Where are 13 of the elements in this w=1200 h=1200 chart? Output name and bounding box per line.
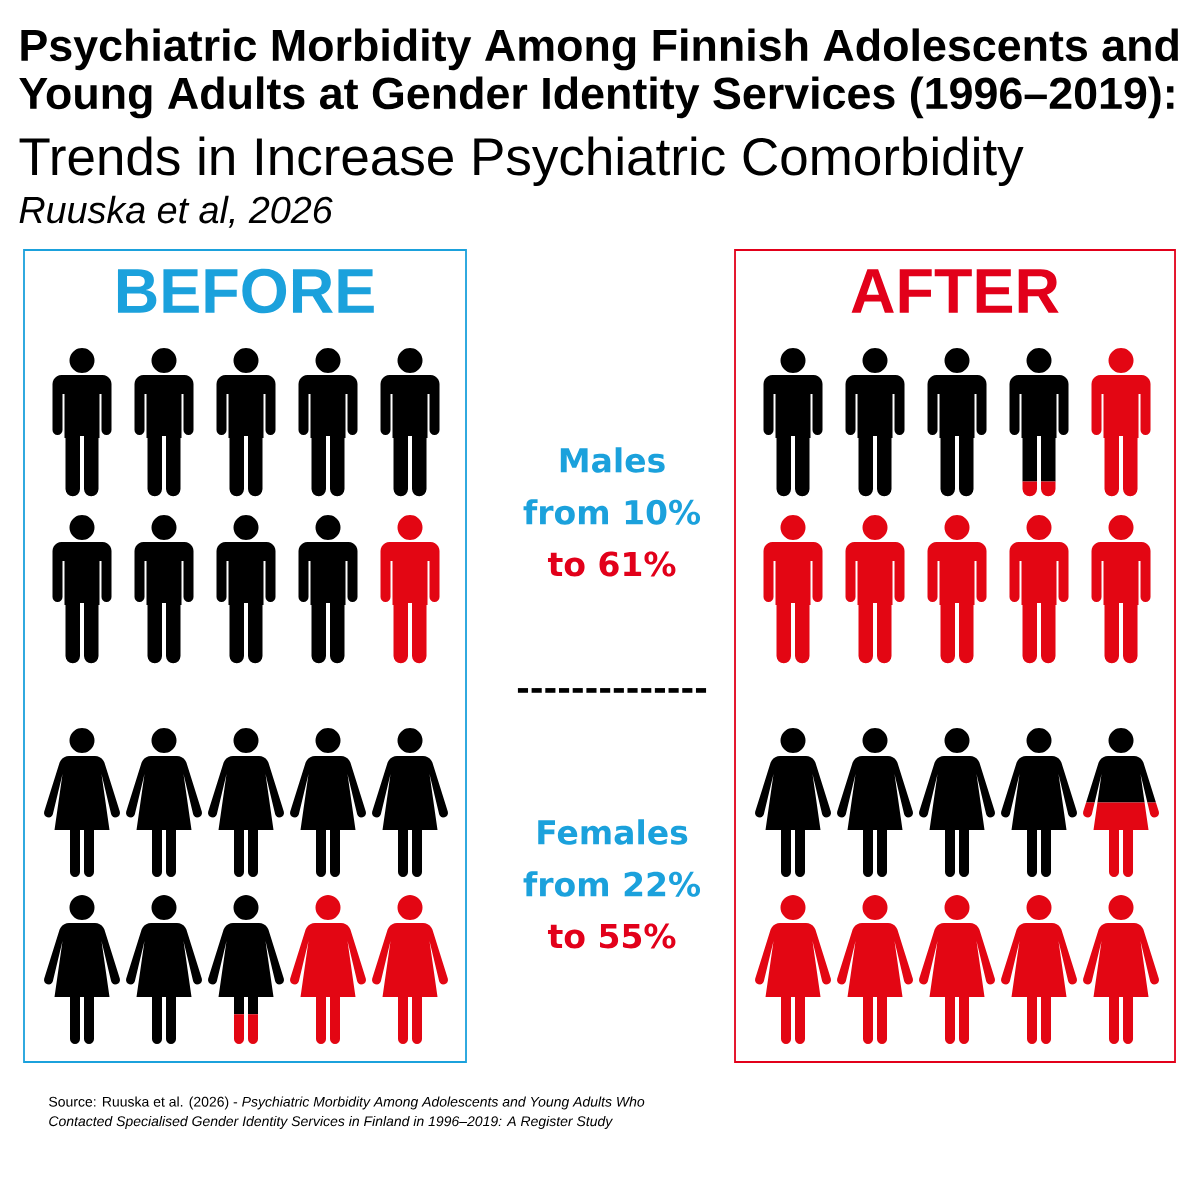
data-label: to 55%: [547, 923, 676, 949]
category-label: AFTER: [851, 269, 1059, 313]
text: Females: [538, 819, 688, 845]
text: Ruuska et al, 2026: [19, 195, 333, 228]
text: Psychiatric Morbidity Among Finnish Adolescents and Young Adults at Gender Identity Services (1996–2019):: [19, 28, 1178, 119]
data-label: to 61%: [547, 551, 676, 577]
data-label: from 22%: [523, 871, 701, 897]
text: --------------: [517, 688, 707, 693]
text: Males: [560, 447, 665, 473]
source-note: Source: Ruuska et al. (2026) - Psychiatric Morbidity Among Adolescents and Young Adults Who Contacted Specialised Gender Identity Services in Finland in 1996–2019: A Register Study: [49, 1096, 645, 1129]
category-label: BEFORE: [117, 268, 374, 314]
text: Trends in Increase Psychiatric Comorbidity: [19, 136, 1024, 186]
data-label: from 10%: [523, 499, 701, 525]
